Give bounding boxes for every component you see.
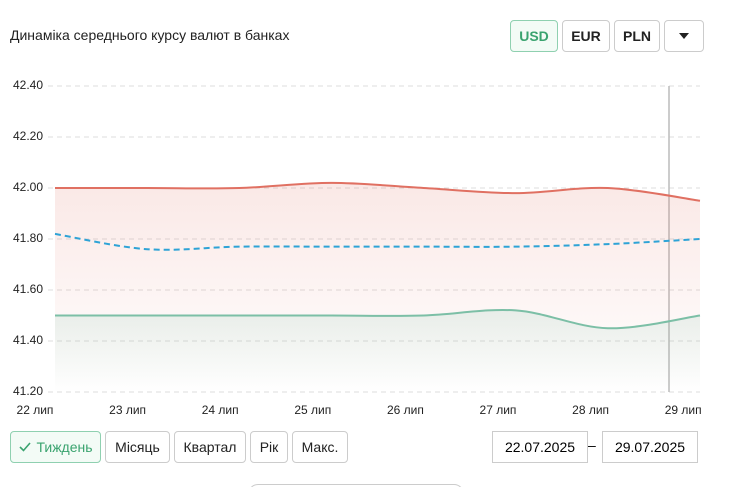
- period-button[interactable]: Рік: [250, 431, 288, 463]
- dropdown-arrow: [679, 33, 689, 39]
- chart: 41.20 41.40 41.60 41.80 42.00 42.20 42.40 22 ли…: [13, 78, 702, 417]
- period-button[interactable]: Макс.: [292, 431, 348, 463]
- y-tick-label: 41.20: [13, 384, 43, 398]
- x-tick-label: 24 лип: [202, 403, 239, 417]
- y-tick-label: 41.40: [13, 333, 43, 347]
- x-tick-label: 25 лип: [294, 403, 331, 417]
- series-line: [54, 309, 701, 330]
- period-button[interactable]: Місяць: [105, 431, 170, 463]
- chart-title: Динаміка середнього курсу валют в банках: [10, 27, 290, 43]
- x-tick-label: 26 лип: [387, 403, 424, 417]
- series-line: [55, 181, 701, 202]
- series-line: [54, 232, 701, 251]
- period-button[interactable]: Квартал: [174, 431, 246, 463]
- currency-button[interactable]: PLN: [614, 20, 660, 52]
- y-tick-label: 42.40: [13, 78, 43, 92]
- x-tick-label: 23 лип: [109, 403, 146, 417]
- x-tick-label: 22 лип: [17, 403, 54, 417]
- y-tick-label: 42.00: [13, 180, 43, 194]
- date-separator: –: [588, 437, 596, 453]
- date-input[interactable]: 29.07.2025: [602, 431, 698, 463]
- currency-button[interactable]: USD: [510, 20, 558, 52]
- area-fill: [55, 309, 700, 392]
- currency-dropdown[interactable]: [664, 20, 704, 52]
- check-icon: [19, 442, 32, 452]
- x-tick-label: 29 лип: [665, 403, 702, 417]
- y-tick-label: 42.20: [13, 129, 43, 143]
- period-button[interactable]: Тиждень: [10, 431, 101, 463]
- x-tick-label: 28 лип: [572, 403, 609, 417]
- x-tick-label: 27 лип: [480, 403, 517, 417]
- y-tick-label: 41.80: [13, 231, 43, 245]
- currency-button[interactable]: EUR: [562, 20, 610, 52]
- date-input[interactable]: 22.07.2025: [492, 431, 588, 463]
- y-tick-label: 41.60: [13, 282, 43, 296]
- period-label: Тиждень: [36, 439, 93, 455]
